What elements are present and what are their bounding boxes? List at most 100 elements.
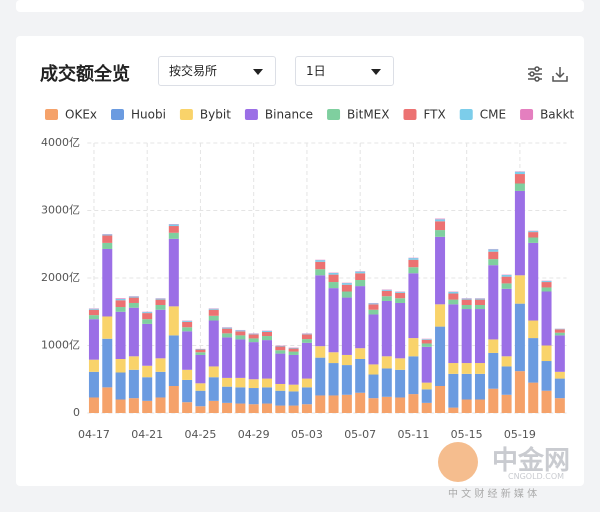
bar-segment [222,328,233,334]
bar-segment [155,299,166,305]
bar-segment [262,378,272,388]
bar-segment [115,372,126,400]
bar-segment [528,232,539,238]
bar-segment [528,242,539,321]
bar-segment [315,260,326,262]
bar-segment [275,383,286,391]
bar-segment [115,298,126,299]
bar-segment [541,345,552,362]
bar-segment [368,309,379,315]
bar-segment [195,349,206,350]
bar-segment [262,330,272,332]
bar-segment [102,338,113,388]
legend-swatch [179,109,193,120]
watermark-logo [438,442,478,482]
bar-segment [395,298,406,303]
bar-segment [554,329,565,333]
bar-segment [275,405,286,413]
bar-segment [554,378,565,399]
bar-segment [488,352,499,389]
bar-segment [155,309,166,359]
bar-segment [461,299,472,305]
bar-segment [262,336,272,341]
bar-segment [381,290,392,297]
bar-segment [421,346,432,383]
bar-segment [355,359,366,393]
legend-swatch [459,109,473,120]
bar-segment [128,302,139,308]
bar-segment [222,377,233,387]
bar-segment [435,236,446,305]
bar-segment [195,352,206,355]
legend-label: Binance [265,108,313,122]
bar-segment [315,357,326,396]
y-tick-label: 3000亿 [41,204,80,217]
bar-segment [88,319,99,360]
bar-segment [115,359,126,373]
bar-segment [514,190,525,276]
bar-segment [208,366,219,378]
bar-segment [461,373,472,400]
bar-segment [222,386,233,403]
x-tick-label: 05-07 [344,428,376,441]
bar-segment [501,288,512,357]
x-tick-label: 05-03 [291,428,323,441]
bar-segment [421,339,432,340]
bar-segment [368,364,379,375]
bar-segment [514,171,525,175]
bar-segment [381,396,392,413]
bar-segment [381,289,392,291]
bar-segment [262,403,272,413]
bar-segment [381,296,392,301]
bar-segment [155,397,166,413]
bar-segment [408,356,419,395]
bar-segment [128,369,139,399]
legend-label: BitMEX [347,108,389,122]
bar-segment [488,249,499,252]
bar-segment [115,311,126,359]
bar-segment [381,300,392,357]
bar-segment [461,399,472,413]
watermark-slogan: 中 文 财 经 新 媒 体 [448,489,538,500]
bar-segment [355,280,366,287]
legend-swatch [111,109,124,120]
bar-segment [501,356,512,367]
bar-segment [301,378,312,388]
period-dropdown[interactable]: 1日 [295,56,394,86]
bar-segment [474,299,485,305]
bar-segment [301,339,312,343]
bar-segment [341,284,352,292]
bar-segment [168,226,179,233]
bar-segment [222,327,233,329]
bar-segment [115,399,126,413]
bar-segment [262,387,272,404]
bar-segment [128,398,139,413]
download-icon[interactable] [551,65,569,83]
exchange-dropdown[interactable]: 按交易所 [158,56,276,86]
bar-segment [341,297,352,355]
bar-segment [554,335,565,372]
y-tick-label: 0 [73,406,80,419]
legend-label: Bybit [200,108,231,122]
bar-segment [182,331,193,370]
bar-segment [461,363,472,374]
bar-segment [528,382,539,413]
bar-segment [461,309,472,364]
bar-segment [501,276,512,284]
bar-segment [262,340,272,379]
bar-segment [474,363,485,374]
bar-segment [275,390,286,406]
bar-segment [541,361,552,391]
bar-segment [435,386,446,413]
bar-segment [275,346,286,351]
bar-segment [235,335,246,340]
x-tick-label: 05-15 [451,428,483,441]
x-tick-label: 04-29 [238,428,270,441]
bar-segment [528,338,539,383]
legend-label: Huobi [131,108,166,122]
settings-icon[interactable] [526,65,544,83]
bar-segment [168,224,179,227]
bar-segment [301,334,312,340]
bar-segment [168,386,179,413]
bar-segment [541,287,552,292]
